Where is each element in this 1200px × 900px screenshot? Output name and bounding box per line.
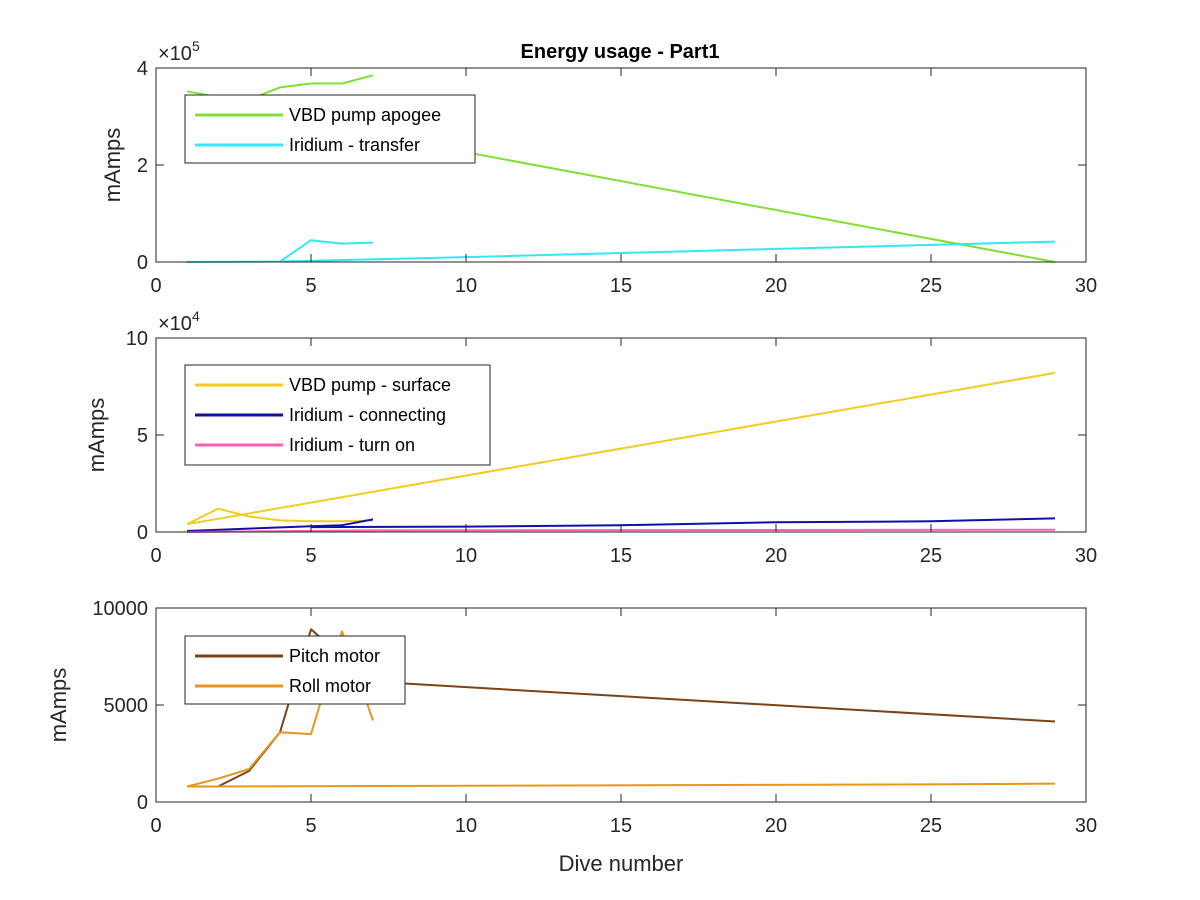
- x-tick-label: 25: [920, 275, 942, 297]
- y-tick-label: 0: [137, 792, 148, 814]
- series-line: [186, 630, 374, 788]
- x-tick-label: 10: [455, 545, 477, 567]
- x-tick-label: 20: [765, 275, 787, 297]
- legend-box: [184, 94, 476, 164]
- chart-panel-2: 0 5 10 15 20 25 30 0 5 10 ×104 mAmps VBD pump - s…: [84, 308, 1097, 567]
- legend-label: Roll motor: [289, 676, 371, 696]
- x-tick-label: 30: [1075, 545, 1097, 567]
- legend-label: Pitch motor: [289, 646, 380, 666]
- x-tick-label: 15: [610, 815, 632, 837]
- series-line: [186, 507, 374, 526]
- series-line: [186, 782, 1056, 788]
- y-exponent-label: ×105: [158, 38, 200, 65]
- legend-label: VBD pump - surface: [289, 375, 451, 395]
- series-line: [310, 517, 1056, 529]
- legend-box: [184, 635, 406, 705]
- y-exponent-label: ×104: [158, 308, 200, 335]
- y-exponent-power: 4: [192, 308, 200, 324]
- y-axis-label: mAmps: [46, 668, 71, 743]
- y-exponent-base: ×10: [158, 43, 192, 65]
- y-tick-label: 10: [126, 328, 148, 350]
- x-tick-label: 5: [305, 275, 316, 297]
- y-tick-label: 5000: [104, 695, 149, 717]
- x-tick-label: 15: [610, 275, 632, 297]
- x-tick-label: 5: [305, 815, 316, 837]
- legend-label: Iridium - transfer: [289, 135, 420, 155]
- legend: Pitch motor Roll motor: [184, 635, 406, 705]
- x-tick-label: 20: [765, 545, 787, 567]
- x-tick-label: 0: [150, 815, 161, 837]
- x-tick-label: 30: [1075, 815, 1097, 837]
- legend-label: Iridium - turn on: [289, 435, 415, 455]
- x-tick-label: 0: [150, 545, 161, 567]
- x-tick-label: 0: [150, 275, 161, 297]
- y-tick-label: 10000: [92, 598, 148, 620]
- y-axis-label: mAmps: [100, 128, 125, 203]
- legend-label: Iridium - connecting: [289, 405, 446, 425]
- y-tick-label: 2: [137, 155, 148, 177]
- y-exponent-power: 5: [192, 38, 200, 54]
- series-line: [186, 371, 1056, 526]
- legend: VBD pump apogee Iridium - transfer: [184, 94, 476, 164]
- series-line: [186, 528, 1056, 533]
- x-tick-label: 25: [920, 545, 942, 567]
- x-tick-label: 5: [305, 545, 316, 567]
- y-tick-label: 4: [137, 58, 148, 80]
- series-line: [186, 239, 374, 263]
- x-tick-label: 15: [610, 545, 632, 567]
- x-tick-label: 10: [455, 275, 477, 297]
- y-tick-label: 0: [137, 522, 148, 544]
- x-tick-label: 30: [1075, 275, 1097, 297]
- legend: VBD pump - surface Iridium - connecting Ir…: [184, 364, 491, 466]
- x-tick-label: 25: [920, 815, 942, 837]
- legend-label: VBD pump apogee: [289, 105, 441, 125]
- figure-title: Energy usage - Part1: [521, 41, 720, 63]
- series-line: [279, 240, 1056, 263]
- y-exponent-base: ×10: [158, 313, 192, 335]
- y-tick-label: 5: [137, 425, 148, 447]
- y-axis-label: mAmps: [84, 398, 109, 473]
- series-line: [186, 518, 374, 532]
- chart-panel-3: 0 5 10 15 20 25 30 0 5000 10000 mAmps Dive number…: [46, 598, 1097, 876]
- x-axis-label: Dive number: [559, 851, 684, 876]
- x-tick-label: 20: [765, 815, 787, 837]
- series-line: [372, 133, 1056, 263]
- x-tick-label: 10: [455, 815, 477, 837]
- y-tick-label: 0: [137, 252, 148, 274]
